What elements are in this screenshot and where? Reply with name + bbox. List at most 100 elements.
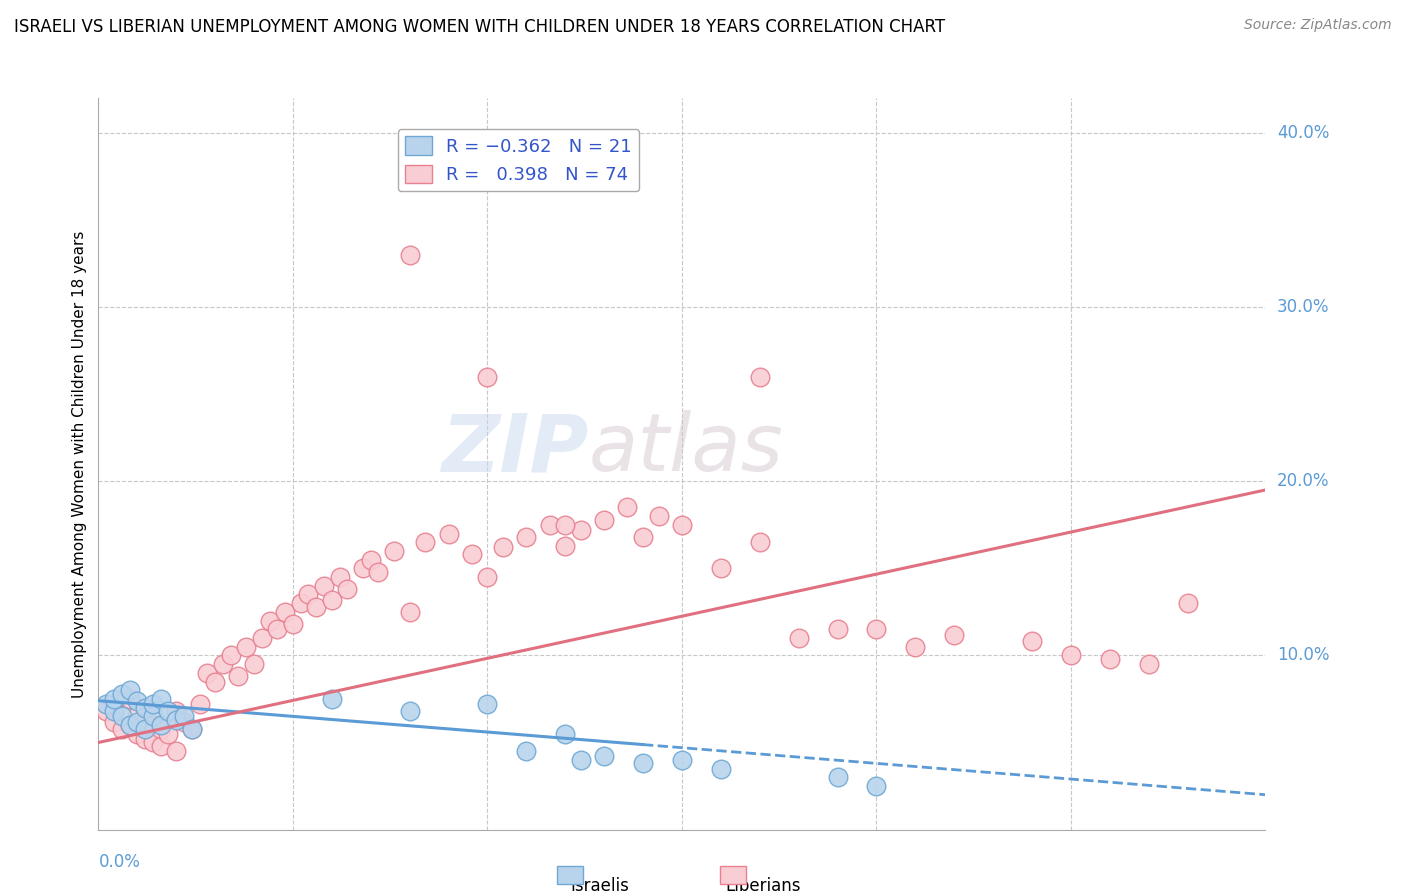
Point	[1177, 596, 1199, 610]
Point	[127, 714, 149, 729]
Point	[165, 713, 187, 727]
Point	[1137, 657, 1160, 672]
Point	[1021, 634, 1043, 648]
Point	[827, 622, 849, 636]
Point	[1060, 648, 1083, 663]
Point	[647, 509, 669, 524]
Point	[219, 648, 242, 663]
Point	[312, 579, 335, 593]
Point	[157, 727, 180, 741]
Point	[554, 539, 576, 553]
Point	[336, 582, 359, 597]
Point	[204, 674, 226, 689]
Text: 0.0%: 0.0%	[98, 853, 141, 871]
Point	[173, 709, 195, 723]
Point	[149, 739, 172, 753]
Point	[195, 665, 218, 680]
Point	[538, 517, 561, 532]
Text: 40.0%: 40.0%	[1277, 124, 1330, 142]
Point	[243, 657, 266, 672]
Point	[188, 697, 211, 711]
Point	[281, 617, 304, 632]
Point	[111, 687, 134, 701]
Point	[515, 744, 537, 758]
Point	[671, 753, 693, 767]
Y-axis label: Unemployment Among Women with Children Under 18 years: Unemployment Among Women with Children U…	[72, 230, 87, 698]
Point	[142, 735, 165, 749]
Point	[96, 704, 118, 718]
Point	[631, 530, 654, 544]
Text: 30.0%: 30.0%	[1277, 298, 1330, 316]
Point	[134, 731, 156, 746]
Text: Source: ZipAtlas.com: Source: ZipAtlas.com	[1244, 18, 1392, 32]
Point	[748, 535, 770, 549]
Point	[111, 709, 134, 723]
Point	[904, 640, 927, 654]
Point	[367, 565, 389, 579]
Point	[321, 692, 343, 706]
Point	[157, 704, 180, 718]
Point	[865, 622, 887, 636]
Point	[865, 779, 887, 793]
Point	[142, 697, 165, 711]
Point	[165, 744, 187, 758]
Point	[360, 552, 382, 566]
Point	[593, 749, 616, 764]
Point	[492, 541, 515, 555]
Point	[671, 517, 693, 532]
Point	[103, 704, 125, 718]
Text: ZIP: ZIP	[441, 410, 589, 488]
Point	[266, 622, 288, 636]
Point	[149, 692, 172, 706]
Point	[297, 587, 319, 601]
Point	[748, 369, 770, 384]
Point	[142, 709, 165, 723]
Text: 10.0%: 10.0%	[1277, 647, 1330, 665]
Text: Liberians: Liberians	[725, 877, 801, 892]
FancyBboxPatch shape	[720, 866, 747, 884]
Point	[616, 500, 638, 515]
Point	[554, 517, 576, 532]
Point	[103, 692, 125, 706]
Point	[127, 694, 149, 708]
Point	[235, 640, 257, 654]
Point	[461, 548, 484, 562]
Point	[250, 631, 273, 645]
Point	[477, 570, 499, 584]
Point	[290, 596, 312, 610]
Text: ISRAELI VS LIBERIAN UNEMPLOYMENT AMONG WOMEN WITH CHILDREN UNDER 18 YEARS CORREL: ISRAELI VS LIBERIAN UNEMPLOYMENT AMONG W…	[14, 18, 945, 36]
Point	[827, 770, 849, 784]
Point	[398, 704, 420, 718]
Point	[477, 369, 499, 384]
Point	[103, 714, 125, 729]
Point	[943, 627, 966, 641]
Point	[515, 530, 537, 544]
Point	[127, 727, 149, 741]
Point	[228, 669, 250, 683]
Point	[787, 631, 810, 645]
Point	[142, 718, 165, 732]
Point	[173, 714, 195, 729]
Legend: R = −0.362   N = 21, R =   0.398   N = 74: R = −0.362 N = 21, R = 0.398 N = 74	[398, 129, 640, 191]
Point	[180, 722, 202, 736]
Point	[569, 753, 592, 767]
Point	[127, 709, 149, 723]
Point	[413, 535, 436, 549]
Point	[180, 722, 202, 736]
Point	[321, 592, 343, 607]
Point	[118, 683, 141, 698]
Text: Israelis: Israelis	[571, 877, 630, 892]
Point	[477, 697, 499, 711]
Point	[134, 700, 156, 714]
Point	[212, 657, 235, 672]
Point	[134, 700, 156, 714]
Point	[305, 599, 328, 614]
Point	[149, 722, 172, 736]
Point	[118, 718, 141, 732]
Point	[710, 762, 733, 776]
Point	[329, 570, 352, 584]
Point	[710, 561, 733, 575]
Point	[165, 704, 187, 718]
Point	[593, 512, 616, 526]
Point	[398, 605, 420, 619]
